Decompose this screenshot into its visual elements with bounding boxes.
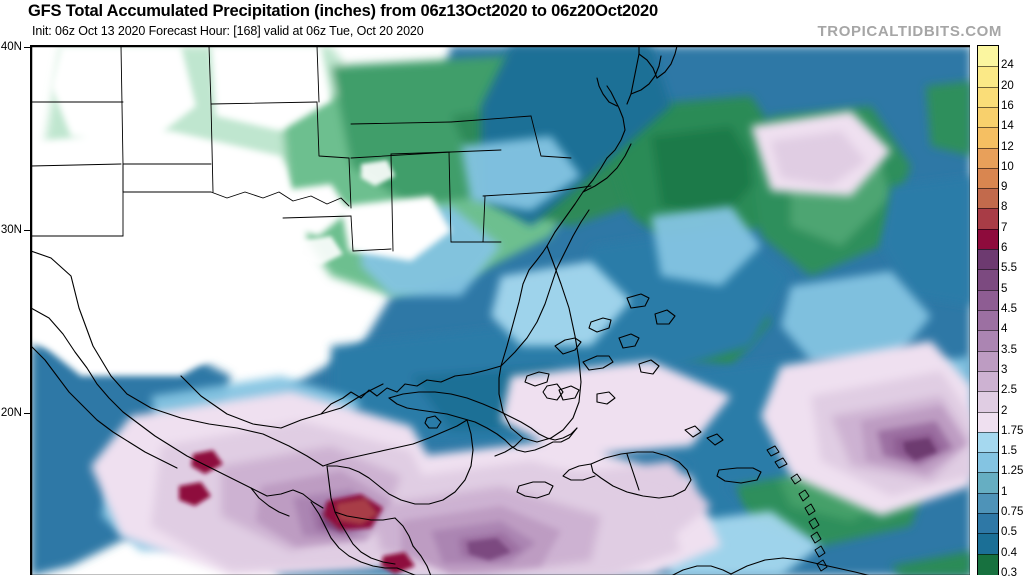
colorbar-separator [978, 127, 998, 129]
colorbar-separator [978, 310, 998, 311]
colorbar-separator [978, 86, 998, 88]
colorbar-swatch [978, 249, 998, 270]
colorbar-tick-label: 7 [1001, 221, 1008, 234]
latitude-tick [24, 230, 30, 231]
colorbar-swatch [978, 46, 998, 67]
colorbar-separator [978, 228, 998, 230]
colorbar-tick-label: 8 [1001, 201, 1008, 214]
colorbar-swatch [978, 167, 998, 189]
colorbar-separator [978, 411, 998, 413]
colorbar-tick-label: 6 [1001, 242, 1008, 255]
colorbar-separator [978, 289, 998, 291]
colorbar-tick-label: 3 [1001, 363, 1008, 376]
header: GFS Total Accumulated Precipitation (inc… [0, 0, 1024, 45]
colorbar-swatch [978, 350, 998, 372]
colorbar-swatch [978, 127, 998, 149]
colorbar-separator [978, 66, 998, 68]
colorbar-swatch [978, 86, 998, 108]
colorbar-swatch [978, 391, 998, 413]
colorbar-separator [978, 249, 998, 251]
colorbar-tick-label: 1.5 [1001, 445, 1017, 458]
colorbar-swatch [978, 452, 998, 474]
watermark: TROPICALTIDBITS.COM [817, 23, 1002, 40]
colorbar-tick-label: 14 [1001, 120, 1014, 133]
coastline-layer [31, 46, 870, 575]
colorbar-tick-label: 2.5 [1001, 384, 1017, 397]
colorbar-tick-label: 0.3 [1001, 567, 1017, 579]
precipitation-map [30, 45, 970, 575]
colorbar-tick-label: 5 [1001, 282, 1008, 295]
colorbar-separator [978, 106, 998, 108]
colorbar-separator [978, 350, 998, 352]
colorbar-separator [978, 472, 998, 474]
colorbar-tick-label: 10 [1001, 160, 1014, 173]
colorbar-separator [978, 188, 998, 190]
colorbar-separator [978, 553, 998, 555]
colorbar-tick-label: 3.5 [1001, 343, 1017, 356]
colorbar-swatch [978, 289, 998, 311]
colorbar-swatch [978, 411, 998, 433]
colorbar-tick-label: 20 [1001, 79, 1014, 92]
colorbar-tick-label: 4.5 [1001, 303, 1017, 315]
colorbar-swatch [978, 513, 998, 534]
colorbar-separator [978, 269, 998, 271]
colorbar-swatch [978, 472, 998, 494]
colorbar-separator [978, 167, 998, 169]
colorbar-tick-label: 5.5 [1001, 262, 1017, 275]
page-title: GFS Total Accumulated Precipitation (inc… [28, 2, 658, 20]
latitude-label: 20N [0, 407, 22, 419]
colorbar-tick-label: 24 [1001, 59, 1014, 72]
colorbar-separator [978, 147, 998, 149]
colorbar-tick-label: 4 [1001, 323, 1008, 336]
colorbar-swatch [978, 228, 998, 250]
colorbar-tick-label: 16 [1001, 99, 1014, 112]
colorbar-separator [978, 492, 998, 494]
latitude-tick [24, 47, 30, 48]
colorbar-tick-label: 1.75 [1001, 424, 1024, 437]
colorbar-separator [978, 208, 998, 210]
latitude-tick [24, 413, 30, 414]
colorbar-separator [978, 452, 998, 454]
colorbar-tick-label: 0.4 [1001, 546, 1017, 559]
precipitation-field [31, 46, 970, 575]
colorbar-tick-label: 0.75 [1001, 506, 1024, 519]
colorbar-swatch [978, 431, 998, 453]
colorbar-separator [978, 330, 998, 332]
colorbar-tick-label: 2 [1001, 404, 1008, 417]
colorbar-swatch [978, 310, 998, 331]
colorbar-swatch [978, 106, 998, 128]
colorbar-separator [978, 513, 998, 515]
colorbar-tick-label: 1 [1001, 485, 1008, 498]
colorbar-swatch [978, 147, 998, 169]
colorbar-swatch [978, 492, 998, 514]
colorbar-tick-label: 12 [1001, 140, 1014, 153]
colorbar-separator [978, 370, 998, 372]
page-subtitle: Init: 06z Oct 13 2020 Forecast Hour: [16… [32, 24, 424, 38]
colorbar-tick-label: 9 [1001, 181, 1008, 194]
colorbar-separator [978, 391, 998, 393]
colorbar-swatch [978, 208, 998, 230]
colorbar [977, 45, 999, 575]
colorbar-labels: 24 20 16 14 12 10 9 8 7 6 5.5 5 4.5 4 3.5 3 2.5 2 1.75 1.5 1… [1001, 45, 1024, 579]
colorbar-swatch [978, 66, 998, 88]
colorbar-tick-label: 0.5 [1001, 526, 1017, 539]
colorbar-swatch [978, 330, 998, 352]
colorbar-separator [978, 533, 998, 535]
colorbar-separator [978, 431, 998, 433]
colorbar-swatch [978, 269, 998, 291]
colorbar-swatch [978, 533, 998, 555]
colorbar-swatch [978, 553, 998, 575]
latitude-axis: 40N 30N 20N [0, 41, 30, 575]
colorbar-tick-label: 1.25 [1001, 465, 1024, 478]
latitude-label: 40N [0, 41, 22, 53]
latitude-label: 30N [0, 224, 22, 236]
colorbar-swatch [978, 370, 998, 392]
colorbar-swatch [978, 188, 998, 210]
